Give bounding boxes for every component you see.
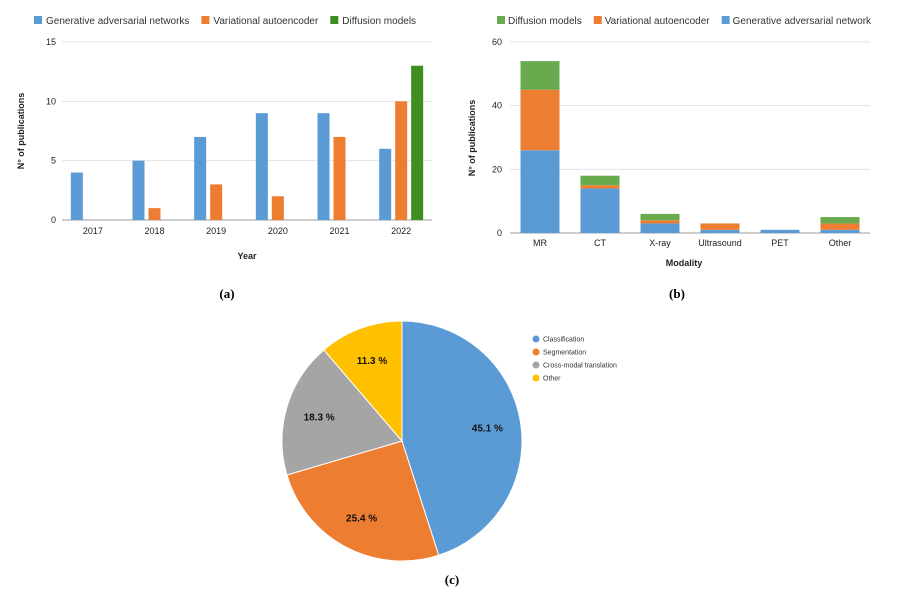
panel-a-y-tick-label: 10 (46, 96, 56, 106)
bar-generative-adversarial-network-pet (760, 229, 800, 233)
legend-swatch-generative-adversarial-network (721, 16, 730, 24)
panel-a-caption: (a) (219, 286, 234, 301)
pie-label-cross-modal-translation: 18.3 % (304, 413, 335, 424)
legend-swatch-generative-adversarial-networks (34, 16, 42, 24)
legend-swatch-segmentation (532, 348, 540, 356)
panel-b-x-tick-label: X-ray (649, 238, 671, 248)
panel-b-x-tick-label: Ultrasound (698, 238, 742, 248)
legend-label: Segmentation (543, 350, 586, 357)
pie-label-other: 11.3 % (357, 356, 388, 367)
bar-diffusion-models-2022 (411, 65, 424, 220)
panel-b-y-tick-label: 20 (492, 164, 502, 174)
pie-slice-other (323, 320, 403, 443)
bar-generative-adversarial-network-x-ray (640, 223, 680, 233)
panel-b-x-axis-title: Modality (666, 258, 703, 268)
panel-c-pie-chart: 45.1 % 25.4 % 18.3 % 11.3 % Classification S… (281, 320, 617, 587)
bar-generative-adversarial-network-ultrasound (700, 229, 740, 233)
panel-a-x-tick-label: 2022 (391, 226, 411, 236)
panel-b-gridlines (510, 41, 870, 234)
panel-a-x-tick-label: 2021 (329, 226, 349, 236)
panel-a-x-axis-title: Year (237, 251, 257, 261)
panel-a-x-tick-label: 2019 (206, 226, 226, 236)
panel-b-caption: (b) (669, 286, 685, 301)
panel-a-x-ticks: 2017 2018 2019 2020 2021 2022 (83, 226, 411, 236)
bar-generative-adversarial-networks-2020 (255, 113, 268, 220)
panel-b-x-tick-label: CT (594, 238, 606, 248)
panel-a-y-ticks: 0 5 10 15 (46, 37, 56, 225)
panel-b-legend: Diffusion models Variational autoencoder G… (497, 16, 872, 27)
panel-b-y-axis-title: N° of publications (467, 100, 477, 177)
bar-generative-adversarial-networks-2018 (132, 160, 145, 220)
legend-label: Variational autoencoder (605, 16, 711, 27)
bar-variational-autoencoder-ct (580, 185, 620, 189)
bar-variational-autoencoder-other (820, 223, 860, 230)
panel-b-y-tick-label: 0 (497, 228, 502, 238)
legend-label: Generative adversarial networks (46, 16, 189, 27)
legend-swatch-diffusion-models (330, 16, 339, 24)
pie-slice-segmentation (286, 440, 440, 562)
legend-label: Diffusion models (342, 16, 416, 27)
panel-a-x-tick-label: 2017 (83, 226, 103, 236)
panel-a-gridlines (62, 41, 432, 221)
bar-variational-autoencoder-2018 (148, 208, 161, 220)
panel-a-y-tick-label: 0 (51, 215, 56, 225)
bar-diffusion-models-other (820, 217, 860, 224)
bar-variational-autoencoder-2022 (395, 101, 408, 220)
bar-diffusion-models-x-ray (640, 213, 680, 221)
legend-label: Generative adversarial network (733, 16, 872, 27)
panel-a-x-tick-label: 2018 (144, 226, 164, 236)
bar-generative-adversarial-networks-2021 (317, 113, 330, 220)
bar-generative-adversarial-networks-2019 (194, 136, 207, 220)
legend-swatch-other (532, 374, 540, 382)
legend-label: Cross-modal translation (543, 363, 617, 370)
bar-variational-autoencoder-ultrasound (700, 223, 740, 230)
legend-swatch-variational-autoencoder (593, 16, 602, 24)
bar-variational-autoencoder-x-ray (640, 220, 680, 224)
panel-b-y-ticks: 0 20 40 60 (492, 37, 502, 238)
legend-label: Variational autoencoder (213, 16, 319, 27)
pie-slice-classification (401, 320, 523, 556)
panel-a-y-axis-title: N° of publications (16, 93, 26, 170)
pie-label-classification: 45.1 % (472, 424, 503, 435)
bar-generative-adversarial-network-ct (580, 188, 620, 233)
legend-label: Diffusion models (508, 16, 582, 27)
panel-b-bars (520, 61, 860, 233)
panel-c-slices (281, 320, 523, 562)
panel-b-x-tick-label: PET (771, 238, 789, 248)
panel-c-slice-labels: 45.1 % 25.4 % 18.3 % 11.3 % (304, 356, 503, 524)
panel-a-x-tick-label: 2020 (268, 226, 288, 236)
panel-a-legend: Generative adversarial networks Variation… (34, 16, 416, 27)
legend-label: Classification (543, 337, 584, 344)
legend-swatch-variational-autoencoder (201, 16, 210, 24)
panel-b-y-tick-label: 60 (492, 37, 502, 47)
bar-diffusion-models-ct (580, 175, 620, 186)
panel-a-bar-chart: Generative adversarial networks Variation… (16, 16, 432, 301)
panel-a-bars (70, 65, 424, 220)
panel-b-y-tick-label: 40 (492, 101, 502, 111)
legend-swatch-diffusion-models (497, 16, 505, 24)
bar-generative-adversarial-networks-2017 (70, 172, 83, 220)
panel-a-y-tick-label: 15 (46, 37, 56, 47)
panel-b-x-tick-label: Other (829, 238, 852, 248)
bar-variational-autoencoder-2019 (210, 184, 223, 220)
panel-b-x-ticks: MR CT X-ray Ultrasound PET Other (533, 238, 851, 248)
pie-label-segmentation: 25.4 % (346, 513, 377, 524)
bar-generative-adversarial-network-mr (520, 150, 560, 233)
panel-b-x-tick-label: MR (533, 238, 547, 248)
panel-c-caption: (c) (445, 572, 459, 587)
bar-variational-autoencoder-2020 (271, 196, 284, 220)
bar-variational-autoencoder-mr (520, 89, 560, 151)
pie-slice-cross-modal-translation (281, 349, 403, 476)
bar-generative-adversarial-network-other (820, 229, 860, 233)
panel-c-legend: Classification Segmentation Cross-modal tr… (532, 335, 617, 383)
legend-label: Other (543, 376, 561, 383)
legend-swatch-classification (532, 335, 540, 343)
legend-swatch-cross-modal-translation (532, 361, 540, 369)
bar-variational-autoencoder-2021 (333, 136, 346, 220)
panel-a-y-tick-label: 5 (51, 156, 56, 166)
panel-b-stacked-bar-chart: Diffusion models Variational autoencoder G… (467, 16, 872, 301)
bar-diffusion-models-mr (520, 61, 560, 90)
bar-generative-adversarial-networks-2022 (379, 148, 392, 220)
